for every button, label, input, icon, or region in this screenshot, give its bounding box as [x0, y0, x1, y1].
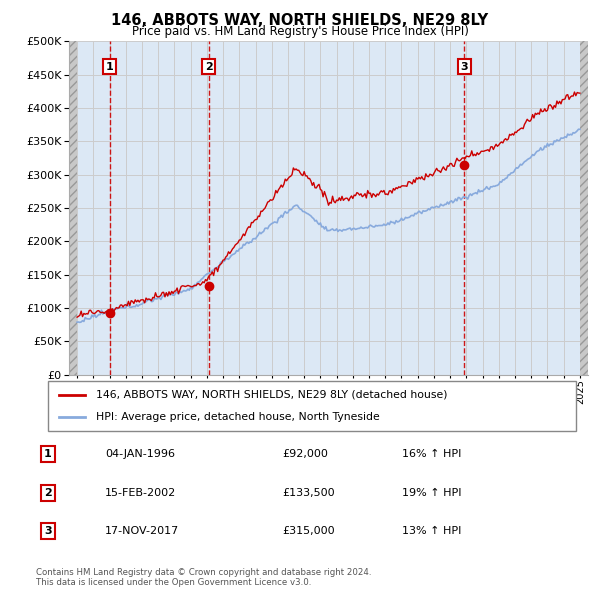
Text: 3: 3 — [461, 61, 468, 71]
Text: 17-NOV-2017: 17-NOV-2017 — [105, 526, 179, 536]
Text: £92,000: £92,000 — [282, 450, 328, 459]
Text: 146, ABBOTS WAY, NORTH SHIELDS, NE29 8LY (detached house): 146, ABBOTS WAY, NORTH SHIELDS, NE29 8LY… — [95, 389, 447, 399]
Text: 04-JAN-1996: 04-JAN-1996 — [105, 450, 175, 459]
Text: 3: 3 — [44, 526, 52, 536]
Text: £133,500: £133,500 — [282, 488, 335, 497]
Text: 1: 1 — [106, 61, 113, 71]
Polygon shape — [580, 41, 588, 375]
Text: 16% ↑ HPI: 16% ↑ HPI — [402, 450, 461, 459]
Text: 15-FEB-2002: 15-FEB-2002 — [105, 488, 176, 497]
Polygon shape — [69, 41, 77, 375]
Text: Contains HM Land Registry data © Crown copyright and database right 2024.
This d: Contains HM Land Registry data © Crown c… — [36, 568, 371, 587]
Text: 2: 2 — [205, 61, 212, 71]
Text: 1: 1 — [44, 450, 52, 459]
Text: HPI: Average price, detached house, North Tyneside: HPI: Average price, detached house, Nort… — [95, 412, 379, 422]
Text: 146, ABBOTS WAY, NORTH SHIELDS, NE29 8LY: 146, ABBOTS WAY, NORTH SHIELDS, NE29 8LY — [112, 13, 488, 28]
Text: 19% ↑ HPI: 19% ↑ HPI — [402, 488, 461, 497]
Text: 13% ↑ HPI: 13% ↑ HPI — [402, 526, 461, 536]
Text: 2: 2 — [44, 488, 52, 497]
Text: £315,000: £315,000 — [282, 526, 335, 536]
FancyBboxPatch shape — [48, 381, 576, 431]
Text: Price paid vs. HM Land Registry's House Price Index (HPI): Price paid vs. HM Land Registry's House … — [131, 25, 469, 38]
